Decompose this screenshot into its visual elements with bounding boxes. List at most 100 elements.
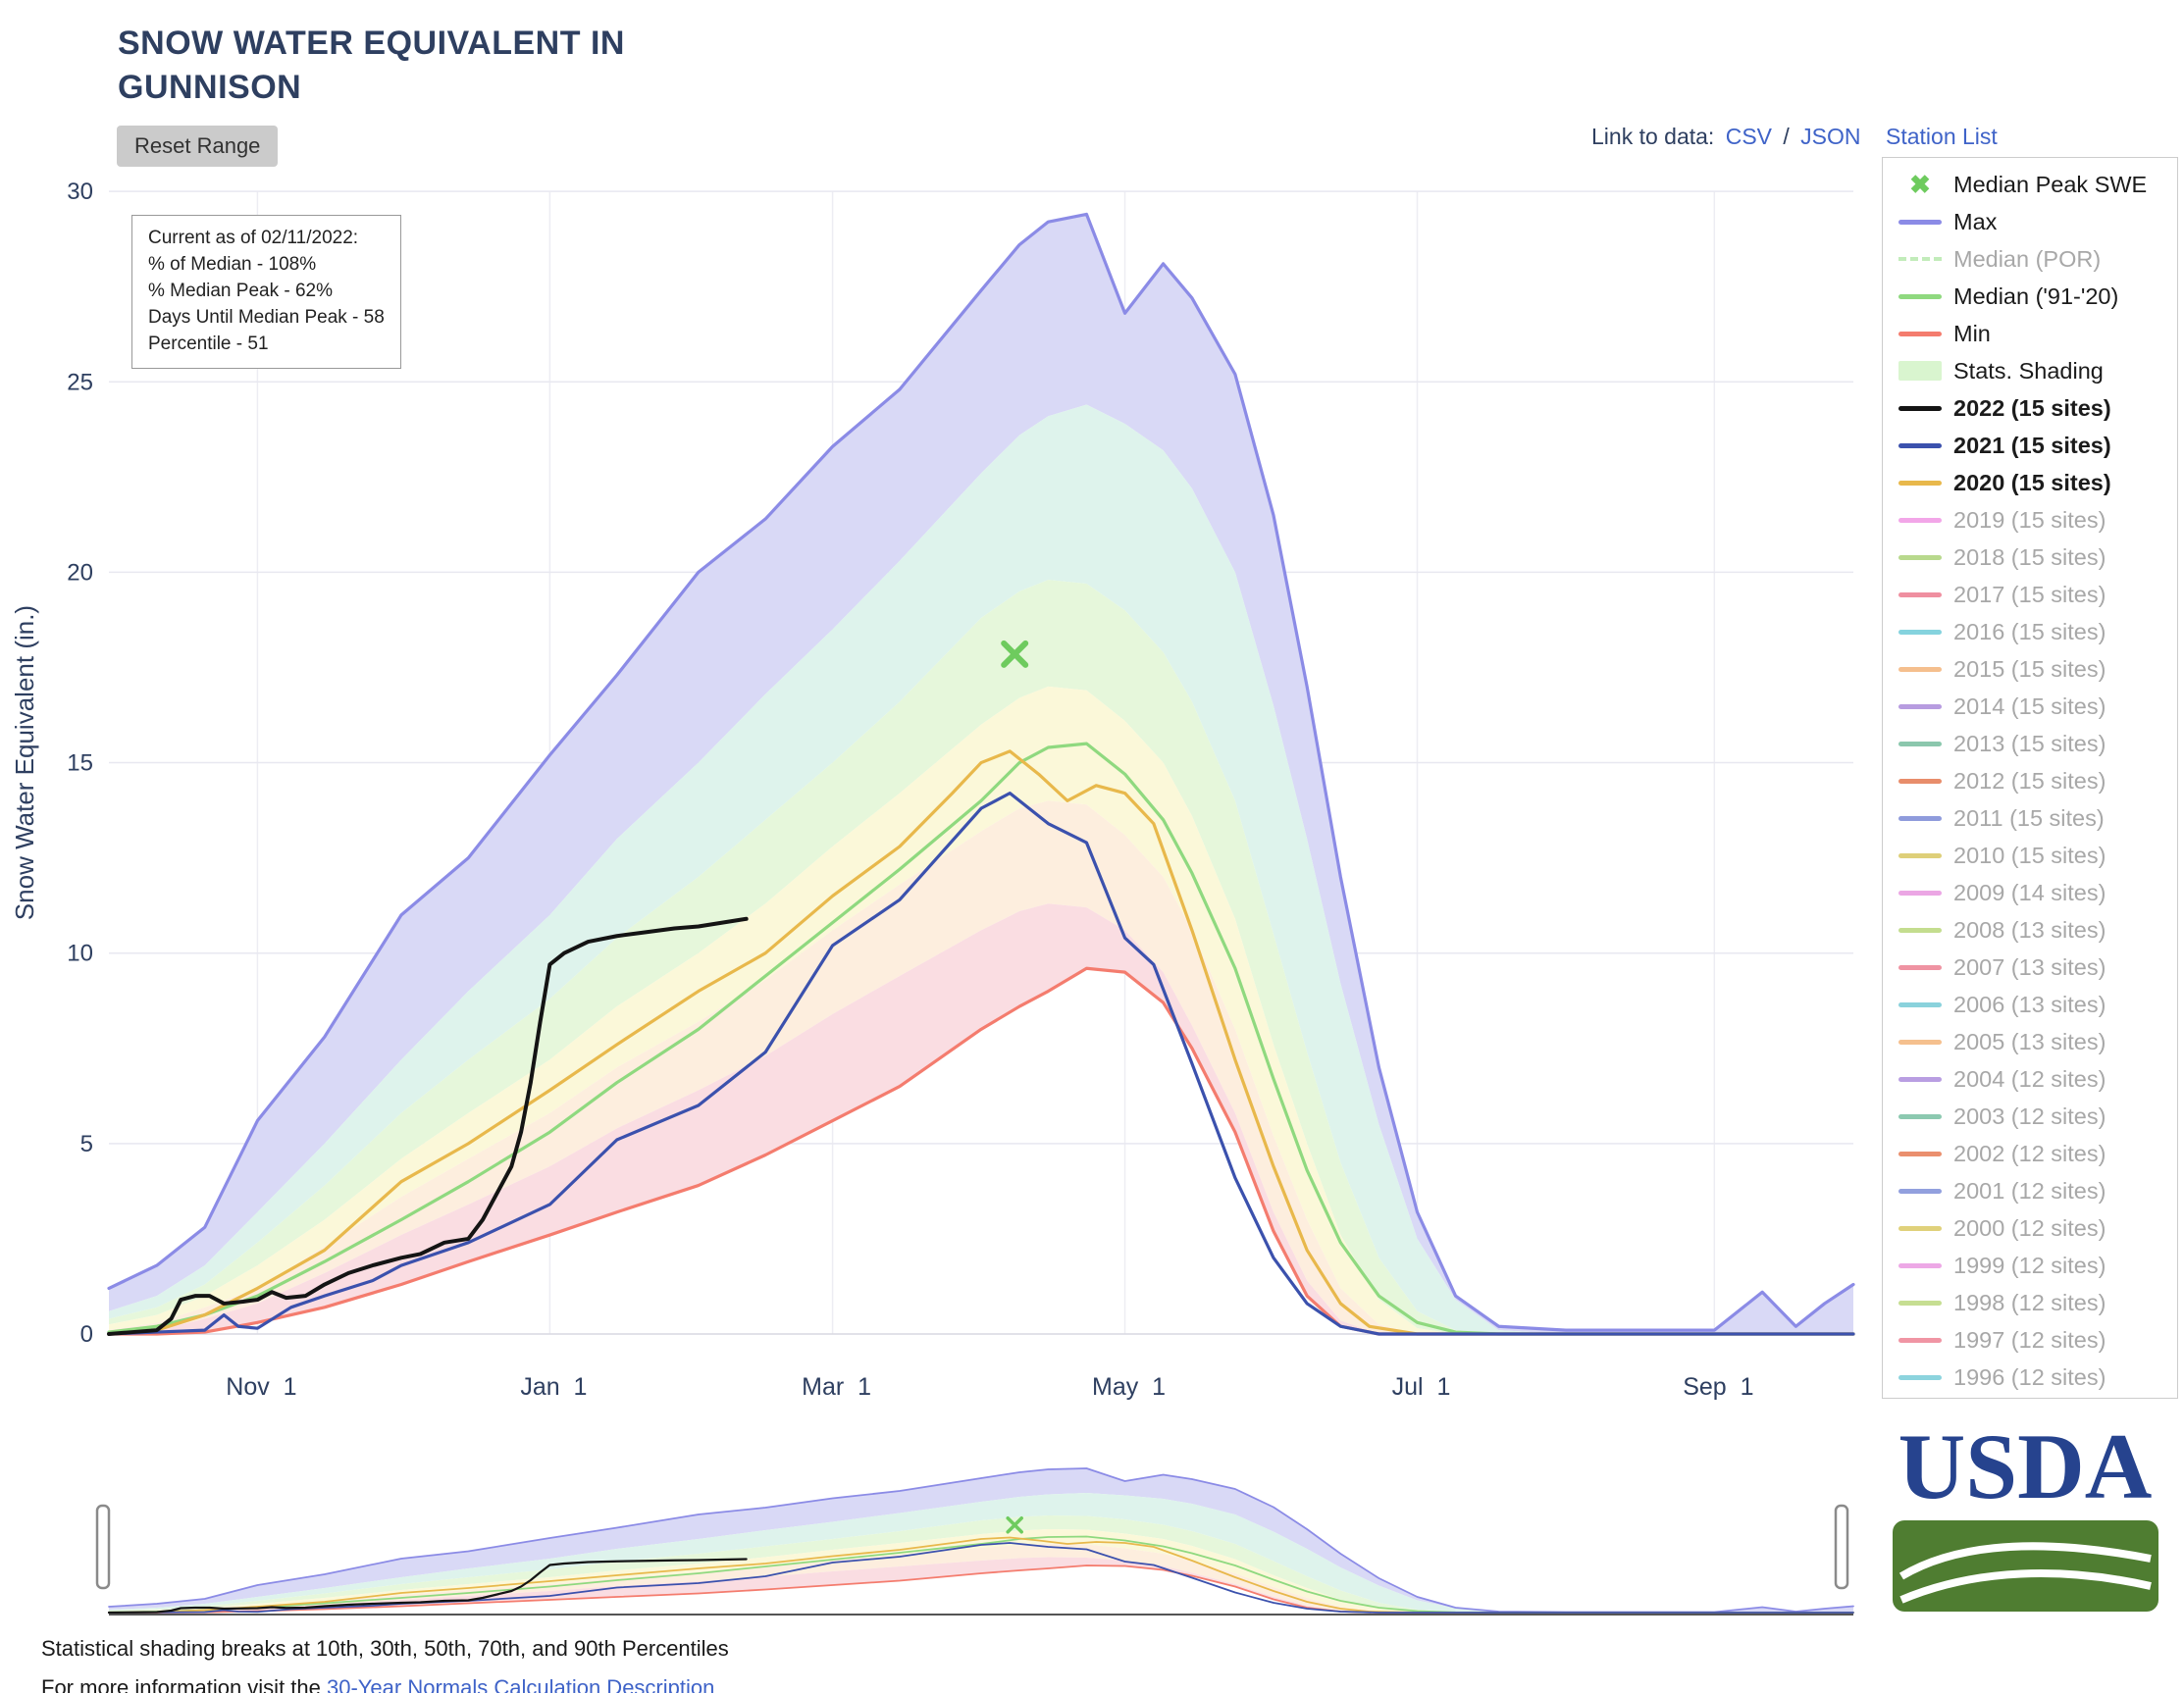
legend-label: 1996 (12 sites) [1953, 1363, 2106, 1390]
legend-item-1998-12-sites[interactable]: 1998 (12 sites) [1883, 1284, 2177, 1321]
series-swatch-icon [1898, 629, 1942, 635]
legend-item-2002-12-sites[interactable]: 2002 (12 sites) [1883, 1135, 2177, 1172]
series-swatch-icon [1898, 1188, 1942, 1194]
legend-label: 2014 (15 sites) [1953, 693, 2106, 719]
x-tick-label: Mar 1 [802, 1373, 871, 1401]
legend-label: Median (POR) [1953, 245, 2102, 272]
legend-item-2009-14-sites[interactable]: 2009 (14 sites) [1883, 874, 2177, 911]
legend-item-2001-12-sites[interactable]: 2001 (12 sites) [1883, 1172, 2177, 1209]
legend-item-median-por[interactable]: Median (POR) [1883, 240, 2177, 278]
x-tick-label: Sep 1 [1683, 1373, 1753, 1401]
link-to-data-label: Link to data: [1591, 124, 1715, 149]
y-tick-label: 30 [67, 179, 93, 205]
series-swatch-icon [1898, 1374, 1942, 1380]
x-tick-label: Jul 1 [1392, 1373, 1451, 1401]
legend-item-2017-15-sites[interactable]: 2017 (15 sites) [1883, 576, 2177, 613]
legend-item-2005-13-sites[interactable]: 2005 (13 sites) [1883, 1023, 2177, 1060]
legend-item-2013-15-sites[interactable]: 2013 (15 sites) [1883, 725, 2177, 762]
legend-label: 2001 (12 sites) [1953, 1177, 2106, 1204]
legend-item-1999-12-sites[interactable]: 1999 (12 sites) [1883, 1247, 2177, 1284]
band-max-p90 [109, 1468, 1853, 1613]
legend-label: Median Peak SWE [1953, 171, 2148, 197]
series-2020 [107, 749, 1855, 1336]
legend-label: 2017 (15 sites) [1953, 581, 2106, 607]
series-swatch-icon [1898, 1337, 1942, 1343]
band-p90-p70 [109, 1493, 1853, 1613]
legend-label: 2022 (15 sites) [1953, 394, 2111, 421]
band-p90-p70 [109, 404, 1853, 1335]
series-swatch-icon [1898, 361, 1942, 381]
series-swatch-icon [1898, 666, 1942, 672]
station-list-link[interactable]: Station List [1886, 124, 1998, 149]
legend-item-2019-15-sites[interactable]: 2019 (15 sites) [1883, 501, 2177, 539]
legend-label: 1997 (12 sites) [1953, 1326, 2106, 1353]
median-peak-swe-marker [1006, 1516, 1023, 1534]
series-swatch-icon [1898, 703, 1942, 709]
legend-item-2018-15-sites[interactable]: 2018 (15 sites) [1883, 539, 2177, 576]
reset-range-button[interactable]: Reset Range [117, 126, 279, 167]
legend-item-2000-12-sites[interactable]: 2000 (12 sites) [1883, 1209, 2177, 1247]
legend-label: 2016 (15 sites) [1953, 618, 2106, 644]
series-swatch-icon [1898, 1262, 1942, 1268]
series-swatch-icon [1898, 927, 1942, 933]
series-swatch-icon [1898, 331, 1942, 336]
legend-label: 1998 (12 sites) [1953, 1289, 2106, 1315]
legend-item-max[interactable]: Max [1883, 203, 2177, 240]
legend-label: 2010 (15 sites) [1953, 842, 2106, 868]
legend-item-2010-15-sites[interactable]: 2010 (15 sites) [1883, 837, 2177, 874]
legend-label: 2021 (15 sites) [1953, 432, 2111, 458]
legend-item-2007-13-sites[interactable]: 2007 (13 sites) [1883, 949, 2177, 986]
csv-link[interactable]: CSV [1725, 124, 1772, 149]
legend-item-2015-15-sites[interactable]: 2015 (15 sites) [1883, 650, 2177, 688]
legend-item-2008-13-sites[interactable]: 2008 (13 sites) [1883, 911, 2177, 949]
legend-label: 1999 (12 sites) [1953, 1252, 2106, 1278]
legend-item-median-peak-swe[interactable]: ✖ Median Peak SWE [1883, 166, 2177, 203]
json-link[interactable]: JSON [1800, 124, 1861, 149]
legend-label: 2009 (14 sites) [1953, 879, 2106, 905]
legend-item-2021-15-sites[interactable]: 2021 (15 sites) [1883, 427, 2177, 464]
normals-description-link[interactable]: 30-Year Normals Calculation Description [326, 1675, 715, 1693]
series-swatch-icon [1898, 591, 1942, 597]
legend-item-2004-12-sites[interactable]: 2004 (12 sites) [1883, 1060, 2177, 1098]
legend-item-1996-12-sites[interactable]: 1996 (12 sites) [1883, 1359, 2177, 1396]
legend-item-1997-12-sites[interactable]: 1997 (12 sites) [1883, 1321, 2177, 1359]
legend-item-2006-13-sites[interactable]: 2006 (13 sites) [1883, 986, 2177, 1023]
legend-item-2014-15-sites[interactable]: 2014 (15 sites) [1883, 688, 2177, 725]
series-swatch-icon [1898, 1001, 1942, 1007]
legend-item-2016-15-sites[interactable]: 2016 (15 sites) [1883, 613, 2177, 650]
page-title-line1: SNOW WATER EQUIVALENT IN [118, 25, 625, 62]
info-current-date: Current as of 02/11/2022: [148, 228, 359, 248]
legend-item-2011-15-sites[interactable]: 2011 (15 sites) [1883, 799, 2177, 837]
legend-item-min[interactable]: Min [1883, 315, 2177, 352]
legend-label: Stats. Shading [1953, 357, 2104, 384]
x-tick-label: Nov 1 [226, 1373, 296, 1401]
legend-label: 2019 (15 sites) [1953, 506, 2106, 533]
legend-label: 2008 (13 sites) [1953, 916, 2106, 943]
range-handle-right[interactable] [1834, 1504, 1849, 1590]
legend-label: 2012 (15 sites) [1953, 767, 2106, 794]
legend-label: 2018 (15 sites) [1953, 543, 2106, 570]
info-caption-text: For more information visit the [41, 1675, 327, 1693]
y-tick-label: 20 [67, 559, 93, 586]
legend-item-2003-12-sites[interactable]: 2003 (12 sites) [1883, 1098, 2177, 1135]
current-info-box: Current as of 02/11/2022: % of Median - … [131, 215, 401, 369]
legend-item-2020-15-sites[interactable]: 2020 (15 sites) [1883, 464, 2177, 501]
info-pct-median-peak: % Median Peak - 62% [148, 280, 333, 301]
legend-item-2012-15-sites[interactable]: 2012 (15 sites) [1883, 762, 2177, 799]
x-tick-label: May 1 [1092, 1373, 1166, 1401]
legend-item-median-91-20[interactable]: Median ('91-'20) [1883, 278, 2177, 315]
legend-item-2022-15-sites[interactable]: 2022 (15 sites) [1883, 389, 2177, 427]
series-2022 [107, 1558, 748, 1615]
range-handle-left[interactable] [95, 1504, 111, 1590]
legend-item-stats-shading[interactable]: Stats. Shading [1883, 352, 2177, 389]
legend-panel: ✖ Median Peak SWE Max Median (POR) Median ('… [1882, 157, 2178, 1399]
legend-label: 2002 (12 sites) [1953, 1140, 2106, 1166]
series-2021 [108, 1542, 1854, 1614]
series-swatch-icon [1898, 1039, 1942, 1045]
info-days-until-peak: Days Until Median Peak - 58 [148, 306, 385, 328]
legend-label: 2005 (13 sites) [1953, 1028, 2106, 1054]
legend-label: 2007 (13 sites) [1953, 953, 2106, 980]
y-tick-label: 15 [67, 750, 93, 777]
info-percentile: Percentile - 51 [148, 333, 269, 354]
